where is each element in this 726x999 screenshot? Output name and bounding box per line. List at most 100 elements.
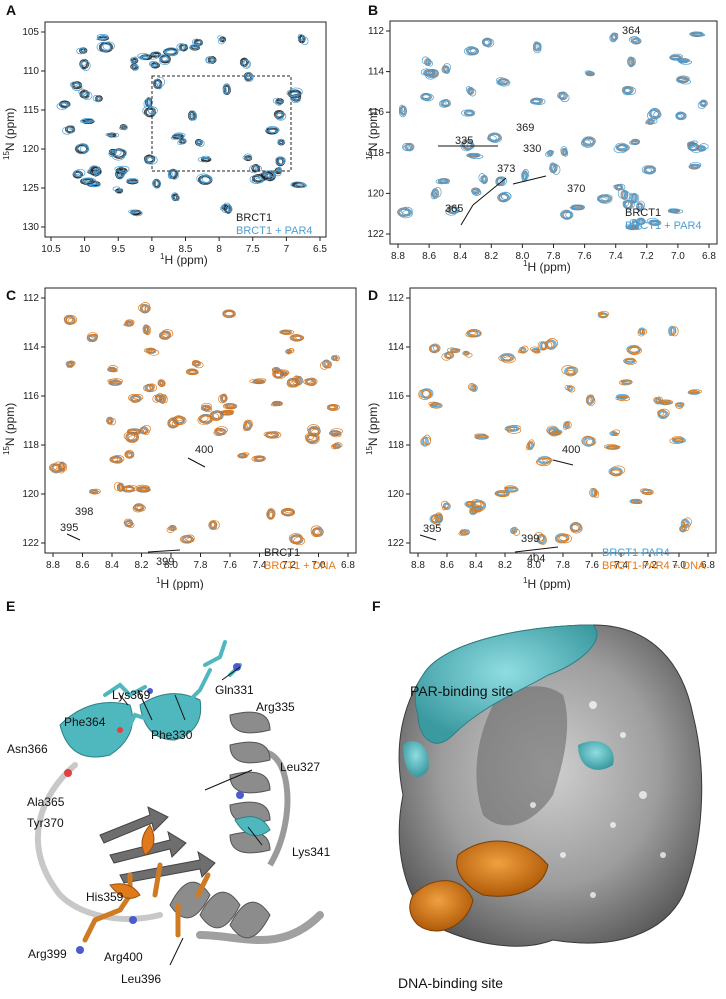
nmr-peak: [418, 388, 430, 399]
xtick-label: 7.2: [282, 560, 296, 571]
nmr-peak: [173, 132, 186, 138]
nmr-peak: [696, 145, 707, 152]
xtick-label: 7.5: [246, 244, 260, 255]
nmr-peak: [65, 360, 75, 368]
nmr-peak: [141, 305, 149, 312]
nmr-peak: [111, 369, 118, 372]
nmr-peak: [512, 526, 518, 532]
nmr-peak: [440, 101, 447, 107]
nmr-peak: [420, 388, 434, 399]
residue-arg400: Arg400: [104, 950, 143, 964]
nmr-peak: [674, 402, 681, 407]
nmr-peak: [184, 534, 195, 542]
nmr-peak: [290, 380, 299, 387]
nmr-peak: [295, 183, 306, 187]
nmr-peak: [673, 438, 683, 442]
ytick-label: 122: [387, 538, 404, 549]
xtick-label: 7.2: [640, 251, 654, 262]
nmr-peak: [701, 100, 706, 106]
nmr-peak: [482, 39, 490, 46]
nmr-peak: [611, 465, 626, 475]
nmr-peak: [111, 454, 125, 463]
nmr-peak: [425, 60, 429, 66]
nmr-peak: [116, 190, 123, 194]
nmr-peak: [325, 360, 333, 368]
nmr-peak: [438, 515, 443, 523]
nmr-peak: [563, 150, 569, 157]
nmr-peak: [123, 127, 127, 130]
nmr-peak: [210, 521, 215, 528]
nmr-peak: [158, 394, 163, 400]
par-binding-site-label: PAR-binding site: [410, 683, 514, 699]
nmr-peak: [564, 385, 570, 391]
nmr-peak: [79, 145, 90, 153]
nmr-peak: [300, 36, 304, 42]
nmr-peak: [505, 487, 518, 492]
nmr-peak: [480, 176, 484, 183]
nmr-peak: [535, 350, 541, 353]
nmr-peak: [637, 203, 643, 211]
xtick-label: 9: [149, 244, 155, 255]
nmr-peak: [261, 172, 272, 179]
xtick-label: 7.0: [312, 560, 326, 571]
nmr-peak: [247, 157, 252, 161]
xtick-label: 10: [79, 244, 91, 255]
nmr-peak: [672, 437, 686, 444]
nmr-peak: [536, 43, 542, 50]
nmr-peak: [638, 327, 646, 335]
nmr-peak: [277, 140, 284, 145]
nmr-peak: [143, 154, 156, 164]
nmr-peak: [676, 76, 686, 81]
nmr-peak: [561, 148, 567, 156]
nmr-peak: [96, 38, 105, 41]
nmr-peak: [470, 48, 479, 54]
ytick-label: 110: [23, 66, 39, 77]
nmr-peak: [244, 73, 254, 83]
nmr-peak: [108, 417, 117, 426]
nmr-peak: [201, 175, 213, 183]
panel-letter-c: C: [6, 287, 17, 303]
nmr-peak: [159, 333, 168, 340]
nmr-peak: [430, 190, 437, 200]
nmr-peak: [155, 76, 166, 88]
nmr-peak: [119, 484, 123, 491]
ylabel-d: 15N (ppm): [365, 403, 380, 455]
nmr-peak: [245, 422, 250, 430]
nmr-peak: [494, 492, 506, 496]
nmr-peak: [587, 72, 594, 75]
nmr-peak: [177, 140, 183, 145]
ylabel-c: 15N (ppm): [2, 403, 17, 455]
nmr-peak: [299, 35, 305, 43]
nmr-peak: [263, 431, 276, 438]
nmr-peak: [268, 129, 278, 134]
xtick-label: 8.4: [453, 251, 467, 262]
nmr-peak: [425, 70, 435, 75]
nmr-peak: [613, 433, 618, 436]
xtick-label: 8.6: [422, 251, 436, 262]
nmr-peak: [147, 383, 158, 392]
nmr-peak: [162, 382, 166, 387]
nmr-peak: [624, 358, 637, 365]
nmr-peak: [585, 71, 595, 76]
nmr-peak: [676, 75, 690, 83]
nmr-peak: [499, 79, 508, 84]
nmr-peak: [495, 177, 504, 186]
nmr-peak: [533, 531, 544, 543]
nmr-peak: [442, 505, 447, 511]
nmr-peak: [538, 534, 545, 542]
nmr-peak: [547, 426, 560, 436]
nmr-peak: [400, 106, 407, 115]
nmr-peak: [468, 88, 473, 94]
nmr-peak: [270, 402, 280, 407]
nmr-peak: [144, 305, 151, 312]
nmr-peak: [620, 379, 633, 385]
nmr-peak: [165, 49, 176, 55]
ytick-label: 115: [23, 105, 39, 116]
nmr-peak: [637, 200, 645, 210]
nmr-peak: [671, 58, 681, 61]
nmr-peak: [557, 533, 572, 544]
nmr-peak: [293, 334, 305, 341]
nmr-peak: [616, 395, 631, 402]
nmr-peak: [613, 184, 619, 189]
peak-label-373: 373: [497, 163, 515, 175]
